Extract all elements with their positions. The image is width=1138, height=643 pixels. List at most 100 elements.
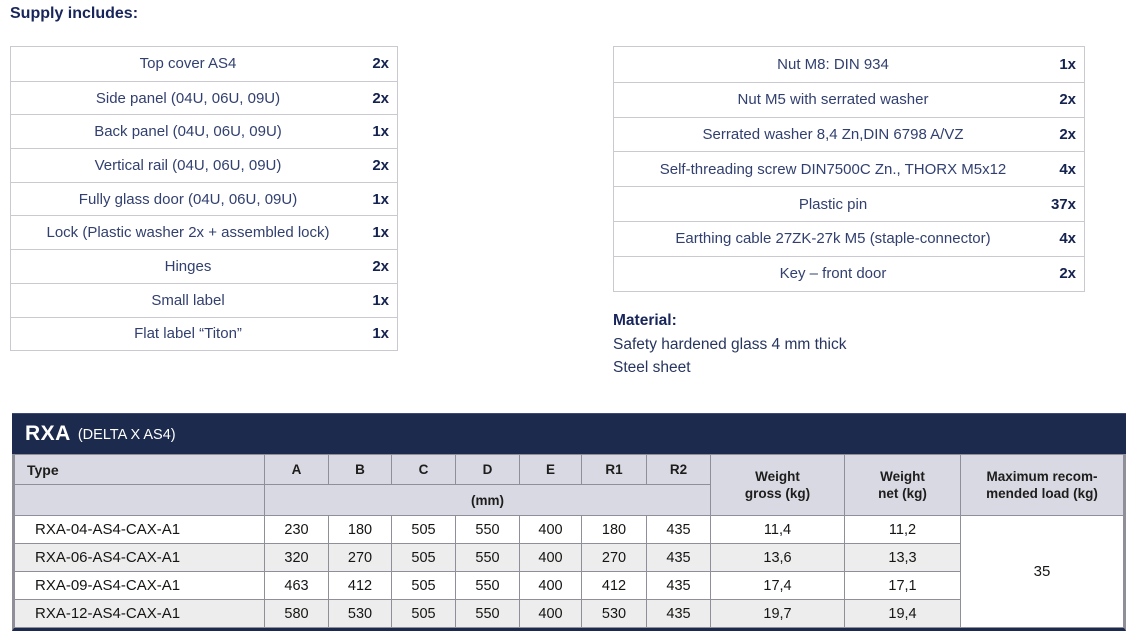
supply-item-qty: 1x: [372, 190, 389, 208]
supply-item-qty: 2x: [1059, 125, 1076, 143]
cell-weight-gross: 19,7: [710, 599, 845, 628]
col-header-weight-gross: Weight gross (kg): [710, 454, 845, 516]
cell-dim-d: 550: [455, 543, 520, 572]
cell-dim-c: 505: [391, 543, 456, 572]
supply-item-qty: 1x: [372, 291, 389, 309]
cell-type: RXA-06-AS4-CAX-A1: [14, 543, 265, 572]
material-line: Safety hardened glass 4 mm thick: [613, 336, 847, 353]
supply-item-label: Nut M5 with serrated washer: [737, 91, 929, 109]
spec-data-row: RXA-09-AS4-CAX-A1 463 412 505 550 400 41…: [14, 571, 1124, 600]
cell-dim-a: 463: [264, 571, 329, 600]
cell-dim-e: 400: [519, 543, 582, 572]
cell-dim-a: 580: [264, 599, 329, 628]
cell-dim-c: 505: [391, 515, 456, 544]
cell-dim-d: 550: [455, 571, 520, 600]
cell-type: RXA-09-AS4-CAX-A1: [14, 571, 265, 600]
supply-item-qty: 4x: [1059, 160, 1076, 178]
cell-dim-e: 400: [519, 599, 582, 628]
material-heading: Material:: [613, 312, 677, 329]
material-line: Steel sheet: [613, 359, 691, 376]
supply-item-label: Top cover AS4: [139, 55, 237, 73]
supply-item-label: Nut M8: DIN 934: [777, 55, 889, 73]
unit-row-empty-cell: [14, 484, 265, 516]
col-header-a: A: [264, 454, 329, 485]
supply-row: Nut M8: DIN 934 1x: [614, 47, 1084, 82]
supply-row: Self-threading screw DIN7500C Zn., THORX…: [614, 151, 1084, 186]
cell-weight-net: 11,2: [844, 515, 961, 544]
cell-weight-net: 19,4: [844, 599, 961, 628]
supply-row: Plastic pin 37x: [614, 186, 1084, 221]
col-header-r1: R1: [581, 454, 647, 485]
cell-dim-r2: 435: [646, 543, 711, 572]
cell-dim-d: 550: [455, 599, 520, 628]
spec-data-row: RXA-06-AS4-CAX-A1 320 270 505 550 400 27…: [14, 543, 1124, 572]
supply-item-label: Fully glass door (04U, 06U, 09U): [78, 190, 298, 208]
col-header-r2: R2: [646, 454, 711, 485]
supply-item-label: Hinges: [164, 257, 212, 275]
supply-includes-heading: Supply includes:: [10, 5, 139, 22]
supply-item-qty: 2x: [372, 257, 389, 275]
supply-item-label: Self-threading screw DIN7500C Zn., THORX…: [659, 160, 1007, 178]
cell-dim-c: 505: [391, 571, 456, 600]
supply-row: Top cover AS4 2x: [11, 47, 397, 81]
cell-type: RXA-12-AS4-CAX-A1: [14, 599, 265, 628]
supply-row: Earthing cable 27ZK-27k M5 (staple-conne…: [614, 220, 1084, 256]
cell-dim-r2: 435: [646, 571, 711, 600]
supply-row: Vertical rail (04U, 06U, 09U) 2x: [11, 148, 397, 182]
spec-data-row: RXA-04-AS4-CAX-A1 230 180 505 550 400 18…: [14, 515, 1124, 628]
supply-item-label: Earthing cable 27ZK-27k M5 (staple-conne…: [675, 230, 991, 248]
spec-table-body: Type A B C D E R1 R2 Weight gross (kg) W…: [12, 454, 1126, 631]
cell-weight-gross: 11,4: [710, 515, 845, 544]
supply-item-label: Small label: [151, 291, 225, 309]
supply-item-label: Side panel (04U, 06U, 09U): [95, 89, 281, 107]
cell-dim-e: 400: [519, 571, 582, 600]
supply-item-qty: 2x: [1059, 91, 1076, 109]
spec-header-row: Type A B C D E R1 R2 Weight gross (kg) W…: [14, 454, 1124, 516]
supply-item-label: Lock (Plastic washer 2x + assembled lock…: [46, 224, 330, 242]
supply-row: Side panel (04U, 06U, 09U) 2x: [11, 80, 397, 115]
col-header-d: D: [455, 454, 520, 485]
cell-dim-r1: 530: [581, 599, 647, 628]
unit-label-mm: (mm): [264, 484, 711, 516]
supply-row: Flat label “Titon” 1x: [11, 316, 397, 351]
supply-row: Back panel (04U, 06U, 09U) 1x: [11, 114, 397, 148]
supply-row: Serrated washer 8,4 Zn,DIN 6798 A/VZ 2x: [614, 116, 1084, 152]
cell-dim-b: 180: [328, 515, 392, 544]
col-header-max-load: Maximum recom- mended load (kg): [960, 454, 1124, 516]
supply-row: Fully glass door (04U, 06U, 09U) 1x: [11, 181, 397, 216]
cell-dim-b: 270: [328, 543, 392, 572]
supply-item-qty: 1x: [372, 224, 389, 242]
cell-dim-a: 230: [264, 515, 329, 544]
cell-dim-a: 320: [264, 543, 329, 572]
cell-max-load: 35: [960, 515, 1124, 628]
supply-item-label: Key – front door: [779, 265, 887, 283]
cell-dim-b: 412: [328, 571, 392, 600]
supply-row: Small label 1x: [11, 282, 397, 317]
supply-row: Nut M5 with serrated washer 2x: [614, 81, 1084, 117]
supply-row: Key – front door 2x: [614, 255, 1084, 291]
cell-dim-c: 505: [391, 599, 456, 628]
spec-table: Type A B C D E R1 R2 Weight gross (kg) W…: [14, 454, 1124, 628]
supply-item-label: Back panel (04U, 06U, 09U): [94, 123, 282, 141]
cell-weight-gross: 17,4: [710, 571, 845, 600]
supply-item-qty: 1x: [372, 123, 389, 141]
material-section: Material: Safety hardened glass 4 mm thi…: [613, 312, 846, 379]
supply-item-label: Plastic pin: [798, 195, 868, 213]
supply-item-qty: 4x: [1059, 230, 1076, 248]
supply-item-qty: 2x: [372, 55, 389, 73]
supply-item-qty: 2x: [1059, 265, 1076, 283]
cell-dim-r1: 180: [581, 515, 647, 544]
cell-dim-r1: 270: [581, 543, 647, 572]
supply-row: Hinges 2x: [11, 249, 397, 283]
col-header-e: E: [519, 454, 582, 485]
supply-row: Lock (Plastic washer 2x + assembled lock…: [11, 215, 397, 249]
col-header-weight-net: Weight net (kg): [844, 454, 961, 516]
cell-weight-gross: 13,6: [710, 543, 845, 572]
cell-dim-r2: 435: [646, 599, 711, 628]
cell-weight-net: 17,1: [844, 571, 961, 600]
supply-item-qty: 1x: [372, 325, 389, 343]
spec-series-subtitle: (DELTA X AS4): [77, 427, 176, 443]
cell-dim-r1: 412: [581, 571, 647, 600]
spec-title-bar: RXA (DELTA X AS4): [12, 413, 1126, 454]
supply-item-label: Flat label “Titon”: [134, 325, 242, 343]
